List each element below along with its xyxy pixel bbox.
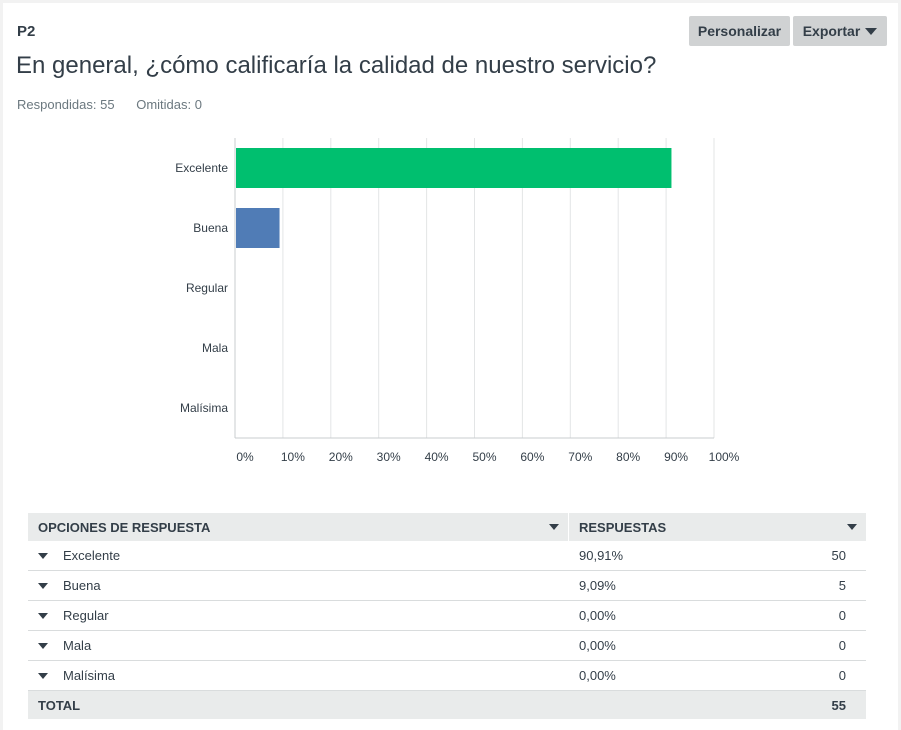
- column-divider: [568, 660, 569, 691]
- x-tick-label: 0%: [236, 450, 254, 464]
- category-label: Regular: [186, 281, 228, 295]
- total-label: TOTAL: [28, 690, 568, 719]
- sort-caret-icon[interactable]: [549, 524, 559, 530]
- response-percent: 90,91%: [569, 541, 779, 571]
- bar: [236, 208, 280, 248]
- response-count: 0: [779, 600, 866, 631]
- answer-option-cell[interactable]: Regular: [28, 600, 568, 631]
- export-button-label: Exportar: [802, 23, 861, 39]
- header-responses[interactable]: RESPUESTAS: [569, 513, 866, 541]
- answer-option-label: Mala: [63, 638, 92, 653]
- response-stats: Respondidas: 55 Omitidas: 0: [17, 97, 220, 112]
- x-tick-label: 80%: [616, 450, 640, 464]
- column-divider: [568, 541, 569, 571]
- header-responses-label: RESPUESTAS: [579, 519, 667, 535]
- total-count: 55: [779, 690, 866, 719]
- category-label: Buena: [193, 221, 228, 235]
- x-tick-label: 20%: [329, 450, 353, 464]
- column-divider: [568, 570, 569, 601]
- category-label: Excelente: [175, 161, 228, 175]
- answer-option-cell[interactable]: Excelente: [28, 541, 568, 571]
- bar: [236, 148, 672, 188]
- header-answer-options-label: OPCIONES DE RESPUESTA: [38, 519, 211, 535]
- answer-option-label: Buena: [63, 578, 101, 593]
- x-tick-label: 100%: [709, 450, 740, 464]
- answer-option-label: Regular: [63, 608, 109, 623]
- category-label: Malísima: [180, 401, 228, 415]
- response-count: 50: [779, 541, 866, 571]
- table-row: Mala 0,00% 0: [28, 630, 866, 661]
- caret-down-icon: [865, 27, 878, 35]
- skipped-count: Omitidas: 0: [136, 97, 202, 112]
- question-title: En general, ¿cómo calificaría la calidad…: [16, 52, 657, 79]
- answer-option-cell[interactable]: Buena: [28, 570, 568, 601]
- expand-caret-icon[interactable]: [38, 552, 48, 559]
- column-divider: [568, 690, 569, 719]
- total-spacer: [569, 690, 779, 719]
- bar-chart: 0% 10% 20% 30% 40% 50% 60% 70% 80% 90% 100% Excelen…: [175, 138, 740, 464]
- x-tick-label: 70%: [568, 450, 592, 464]
- answered-count: Respondidas: 55: [17, 97, 115, 112]
- x-tick-label: 90%: [664, 450, 688, 464]
- header-answer-options[interactable]: OPCIONES DE RESPUESTA: [28, 513, 568, 541]
- response-percent: 9,09%: [569, 570, 779, 601]
- table-row: Malísima 0,00% 0: [28, 660, 866, 691]
- question-number: P2: [17, 23, 36, 40]
- x-tick-label: 30%: [377, 450, 401, 464]
- expand-caret-icon[interactable]: [38, 672, 48, 679]
- answer-option-label: Excelente: [63, 548, 121, 563]
- expand-caret-icon[interactable]: [38, 582, 48, 589]
- customize-button-label: Personalizar: [697, 23, 782, 39]
- sort-caret-icon[interactable]: [847, 524, 857, 530]
- export-button[interactable]: Exportar: [793, 16, 887, 46]
- x-tick-label: 50%: [472, 450, 496, 464]
- answer-option-cell[interactable]: Malísima: [28, 660, 568, 691]
- response-count: 5: [779, 570, 866, 601]
- response-percent: 0,00%: [569, 630, 779, 661]
- total-row: TOTAL 55: [28, 690, 866, 719]
- response-percent: 0,00%: [569, 600, 779, 631]
- customize-button[interactable]: Personalizar: [689, 16, 790, 46]
- column-divider: [568, 513, 569, 541]
- response-percent: 0,00%: [569, 660, 779, 691]
- response-count: 0: [779, 630, 866, 661]
- table-row: Buena 9,09% 5: [28, 570, 866, 601]
- x-tick-label: 60%: [520, 450, 544, 464]
- column-divider: [568, 600, 569, 631]
- answer-option-cell[interactable]: Mala: [28, 630, 568, 661]
- responses-table: OPCIONES DE RESPUESTA RESPUESTAS Excelen…: [28, 513, 866, 719]
- table-row: Excelente 90,91% 50: [28, 541, 866, 571]
- x-tick-label: 10%: [281, 450, 305, 464]
- response-count: 0: [779, 660, 866, 691]
- column-divider: [568, 630, 569, 661]
- expand-caret-icon[interactable]: [38, 612, 48, 619]
- expand-caret-icon[interactable]: [38, 642, 48, 649]
- table-row: Regular 0,00% 0: [28, 600, 866, 631]
- category-label: Mala: [202, 341, 228, 355]
- answer-option-label: Malísima: [63, 668, 116, 683]
- x-tick-label: 40%: [425, 450, 449, 464]
